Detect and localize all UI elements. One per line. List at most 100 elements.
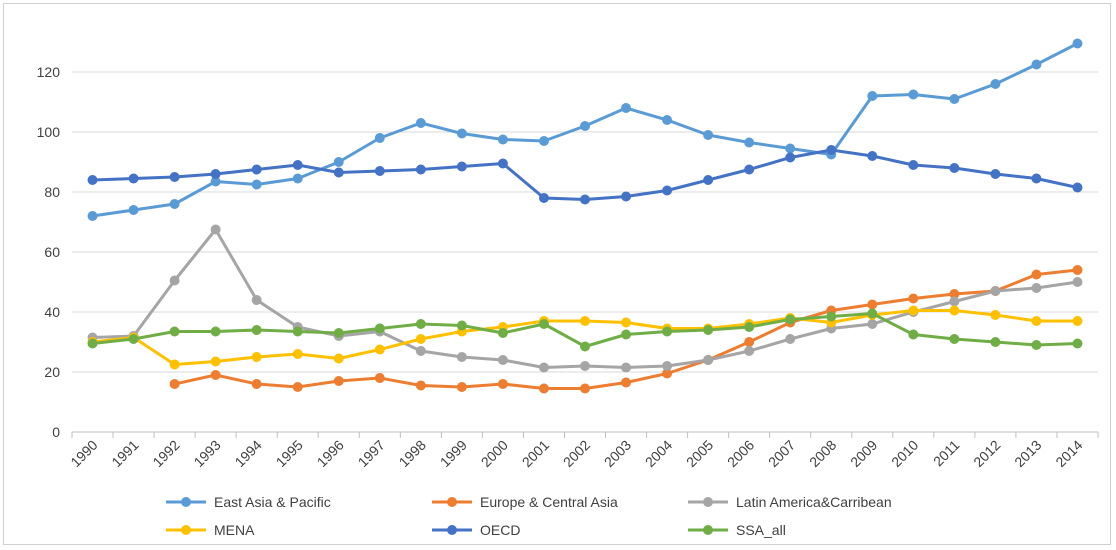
data-point [374, 344, 385, 355]
legend-label: Europe & Central Asia [480, 494, 618, 510]
data-point [251, 179, 262, 190]
data-point [169, 172, 180, 182]
x-tick-label: 1992 [149, 437, 182, 470]
data-point [621, 329, 632, 340]
data-point [1031, 316, 1042, 326]
x-tick-label: 2005 [683, 437, 716, 470]
data-point [949, 296, 960, 307]
x-tick-label: 1998 [396, 437, 429, 470]
y-tick-label: 0 [52, 424, 60, 440]
data-point [415, 334, 426, 344]
data-point [662, 326, 673, 337]
legend-label: SSA_all [736, 522, 786, 538]
data-point [908, 305, 919, 316]
x-tick-label: 1994 [231, 437, 264, 470]
y-tick-label: 120 [37, 64, 61, 80]
data-point [374, 133, 385, 143]
data-point [621, 362, 632, 373]
data-point [990, 79, 1001, 89]
data-point [415, 319, 426, 329]
gridlines [72, 71, 1098, 373]
data-point [538, 193, 549, 203]
data-point [908, 329, 919, 340]
data-point [169, 379, 180, 389]
data-point [990, 337, 1001, 347]
data-point [497, 379, 508, 389]
data-point [990, 286, 1001, 296]
data-point [415, 346, 426, 356]
data-point [169, 199, 180, 209]
data-point [292, 326, 303, 337]
data-point [497, 328, 508, 338]
data-point [867, 319, 878, 329]
y-tick-label: 20 [44, 364, 60, 380]
data-point [1072, 265, 1083, 275]
data-point [333, 353, 344, 364]
data-point [333, 328, 344, 338]
data-point [128, 205, 139, 215]
data-point [1031, 269, 1042, 280]
data-point [785, 152, 796, 163]
data-point [333, 157, 344, 167]
data-point [456, 128, 467, 139]
y-tick-label: 40 [44, 304, 60, 320]
data-point [621, 377, 632, 388]
data-point [87, 211, 98, 221]
data-point [251, 164, 262, 175]
x-tick-label: 1990 [67, 437, 100, 470]
data-point [374, 166, 385, 176]
data-point [333, 376, 344, 386]
data-point [1031, 59, 1042, 70]
x-tick-label: 2001 [519, 437, 552, 470]
y-tick-label: 60 [44, 244, 60, 260]
data-point [744, 164, 755, 175]
x-tick-label: 2000 [478, 437, 511, 470]
data-point [703, 130, 714, 140]
data-point [908, 89, 919, 100]
data-point [580, 194, 590, 205]
legend-swatch-marker [181, 525, 191, 535]
data-point [744, 337, 755, 347]
x-tick-label: 2003 [601, 437, 634, 470]
data-point [1031, 283, 1042, 293]
data-point [374, 323, 385, 334]
data-point [128, 173, 139, 184]
legend-label: Latin America&Carribean [736, 494, 892, 510]
data-point [662, 361, 673, 371]
x-tick-label: 1993 [190, 437, 223, 470]
data-point [210, 176, 221, 187]
x-tick-label: 1999 [437, 437, 470, 470]
legend-swatch-marker [447, 497, 457, 507]
data-point [251, 352, 262, 362]
data-point [1072, 338, 1083, 349]
data-point [949, 334, 960, 344]
x-tick-label: 2006 [724, 437, 757, 470]
legend-swatch-marker [447, 525, 457, 535]
data-point [621, 191, 632, 202]
data-point [826, 145, 837, 155]
data-point [621, 103, 632, 113]
x-axis: 1990 1991 1992 1993 1994 1995 1996 1997 1998 1999… [67, 431, 1099, 470]
x-tick-label: 1991 [108, 437, 141, 470]
data-point [210, 370, 221, 380]
y-tick-label: 100 [37, 124, 61, 140]
data-point [908, 160, 919, 170]
data-point [497, 355, 508, 365]
data-point [744, 346, 755, 356]
data-point [210, 169, 221, 179]
data-point [456, 320, 467, 331]
data-point [1072, 38, 1083, 49]
data-point [744, 137, 755, 148]
data-point [210, 356, 221, 367]
x-tick-label: 2014 [1052, 437, 1085, 470]
x-tick-label: 2009 [847, 437, 880, 470]
x-tick-label: 1996 [314, 437, 347, 470]
legend-label: East Asia & Pacific [214, 494, 331, 510]
x-tick-label: 2007 [765, 437, 798, 470]
data-point [580, 121, 590, 131]
data-point [867, 91, 878, 101]
data-point [580, 383, 590, 394]
data-point [415, 380, 426, 391]
legend-label: MENA [214, 522, 255, 538]
